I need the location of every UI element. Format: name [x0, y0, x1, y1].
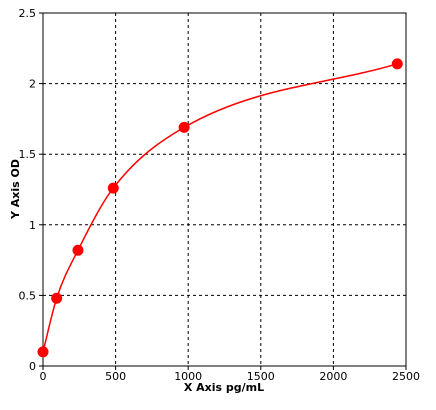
- x-tick-label: 2000: [319, 370, 347, 383]
- data-point-marker: [51, 292, 63, 304]
- fit-curve-line: [42, 63, 398, 353]
- x-tick-label: 1000: [174, 370, 202, 383]
- y-tick-label: 1.5: [19, 148, 37, 161]
- plot-frame: [42, 12, 407, 367]
- y-tick-labels: 0 0.5 1 1.5 2 2.5: [19, 7, 37, 373]
- grid: [43, 13, 406, 366]
- y-tick-label: 2: [29, 78, 36, 91]
- data-point-marker: [72, 244, 84, 256]
- x-tick-labels: 0 500 1000 1500 2000 2500: [40, 370, 421, 383]
- y-tick-label: 0.5: [19, 289, 37, 302]
- x-tick-label: 0: [40, 370, 47, 383]
- x-tick-label: 1500: [247, 370, 275, 383]
- y-tick-label: 2.5: [19, 7, 37, 20]
- data-point-marker: [178, 121, 190, 133]
- x-tick-label: 500: [105, 370, 126, 383]
- data-point-marker: [37, 346, 49, 358]
- data-point-marker: [391, 58, 403, 70]
- y-axis-title: Y Axis OD: [9, 159, 22, 220]
- y-tick-label: 1: [29, 219, 36, 232]
- axis-ticks: [39, 12, 407, 370]
- x-tick-label: 2500: [392, 370, 420, 383]
- data-points: [37, 58, 403, 358]
- x-axis-title: X Axis pg/mL: [184, 381, 264, 394]
- data-point-marker: [107, 182, 119, 194]
- y-tick-label: 0: [29, 360, 36, 373]
